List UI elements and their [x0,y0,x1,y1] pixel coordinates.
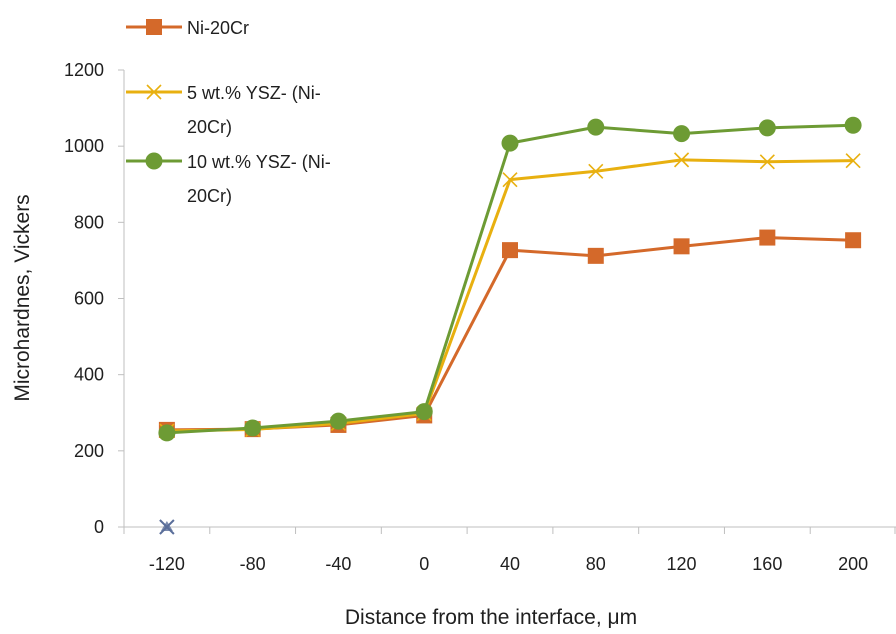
data-point-10wt-ysz [673,125,691,143]
legend-item-ni-20cr: Ni-20Cr [126,18,249,38]
data-point-ni-20cr [673,238,690,255]
data-point-10wt-ysz [244,419,262,437]
data-point-10wt-ysz [329,412,347,430]
data-point-ni-20cr [845,232,862,249]
y-tick-label: 200 [74,441,104,461]
data-point-ni-20cr [759,229,776,246]
legend-label: 20Cr) [187,117,232,137]
x-tick-label: 120 [667,554,697,574]
x-axis-title: Distance from the interface, μm [345,606,637,629]
y-tick-label: 600 [74,289,104,309]
y-tick-label: 400 [74,365,104,385]
series-group [158,229,862,438]
data-point-5wt-ysz [502,172,518,188]
x-tick-label: 40 [500,554,520,574]
x-tick-label: 160 [752,554,782,574]
legend-marker [145,152,163,170]
y-tick-label: 800 [74,212,104,232]
data-point-10wt-ysz [844,116,862,134]
y-axis-title: Microhardnes, Vickers [11,194,34,401]
legend-item-10wt-ysz: 10 wt.% YSZ- (Ni- 20Cr) [126,152,331,206]
y-tick-label: 0 [94,517,104,537]
legend-label: 10 wt.% YSZ- (Ni- [187,152,331,172]
series-group [159,152,861,439]
data-point-10wt-ysz [758,119,776,137]
y-tick-label: 1000 [64,136,104,156]
data-point-ni-20cr [502,242,518,259]
data-point-5wt-ysz [759,154,775,170]
y-tick-label: 1200 [64,60,104,80]
data-point-extra [159,519,175,535]
series-line-5wt-ysz [166,158,854,433]
data-point-10wt-ysz [158,424,176,442]
data-point-10wt-ysz [587,118,605,136]
legend-marker [146,84,162,100]
legend-marker [146,19,162,35]
data-point-5wt-ysz [845,153,861,169]
legend-label: 20Cr) [187,186,232,206]
series-line-ni-20cr [166,236,854,432]
x-tick-label: -40 [325,554,351,574]
x-tick-label: 200 [838,554,868,574]
legend-item-5wt-ysz: 5 wt.% YSZ- (Ni- 20Cr) [126,83,321,137]
x-tick-label: -120 [149,554,185,574]
data-point-10wt-ysz [415,403,433,421]
x-tick-label: 80 [586,554,606,574]
data-point-5wt-ysz [673,152,690,168]
data-point-5wt-ysz [588,163,604,179]
series-group [158,116,862,442]
x-axis: -120 -80 -40 0 40 80 120 160 200 [123,526,896,574]
data-point-ni-20cr [587,247,604,264]
legend-label: Ni-20Cr [187,18,249,38]
legend-label: 5 wt.% YSZ- (Ni- [187,83,321,103]
x-tick-label: 0 [419,554,429,574]
data-point-10wt-ysz [501,134,519,152]
y-axis: 0 200 400 600 800 1000 1200 [64,60,125,537]
plot-area [158,116,862,535]
x-tick-label: -80 [240,554,266,574]
